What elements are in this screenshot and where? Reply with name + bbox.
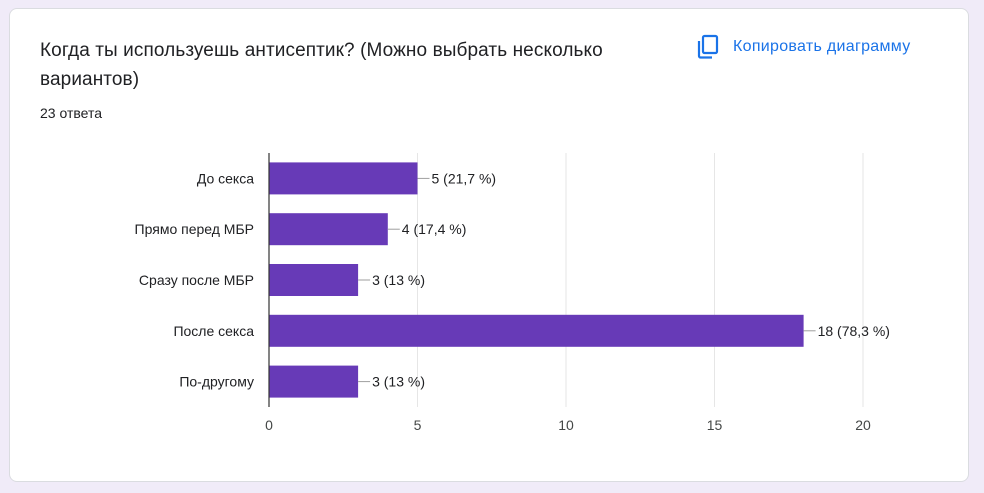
x-tick-label: 10 [558,417,574,433]
copy-chart-button[interactable]: Копировать диаграмму [696,33,911,61]
bar [269,264,359,296]
bar [269,365,359,398]
copy-chart-label: Копировать диаграмму [733,38,911,55]
x-tick-label: 0 [265,417,273,433]
x-tick-label: 20 [855,417,871,433]
bar [269,213,388,246]
category-label: Прямо перед МБР [135,221,254,237]
value-label: 4 (17,4 %) [402,221,467,237]
value-label: 3 (13 %) [372,272,425,288]
category-label: После секса [173,323,254,339]
copy-icon [697,34,719,59]
x-tick-label: 15 [707,417,723,433]
question-title: Когда ты используешь антисептик? (Можно … [40,40,603,90]
category-label: По-другому [179,374,254,390]
question-card: Когда ты используешь антисептик? (Можно … [9,8,969,482]
value-label: 5 (21,7 %) [432,170,497,186]
response-count: 23 ответа [40,105,102,121]
category-label: Сразу после МБР [139,272,254,288]
bar [269,162,418,195]
x-tick-label: 5 [414,417,422,433]
value-label: 18 (78,3 %) [818,323,890,339]
bar [269,314,804,347]
category-label: До секса [197,170,254,186]
value-label: 3 (13 %) [372,374,425,390]
